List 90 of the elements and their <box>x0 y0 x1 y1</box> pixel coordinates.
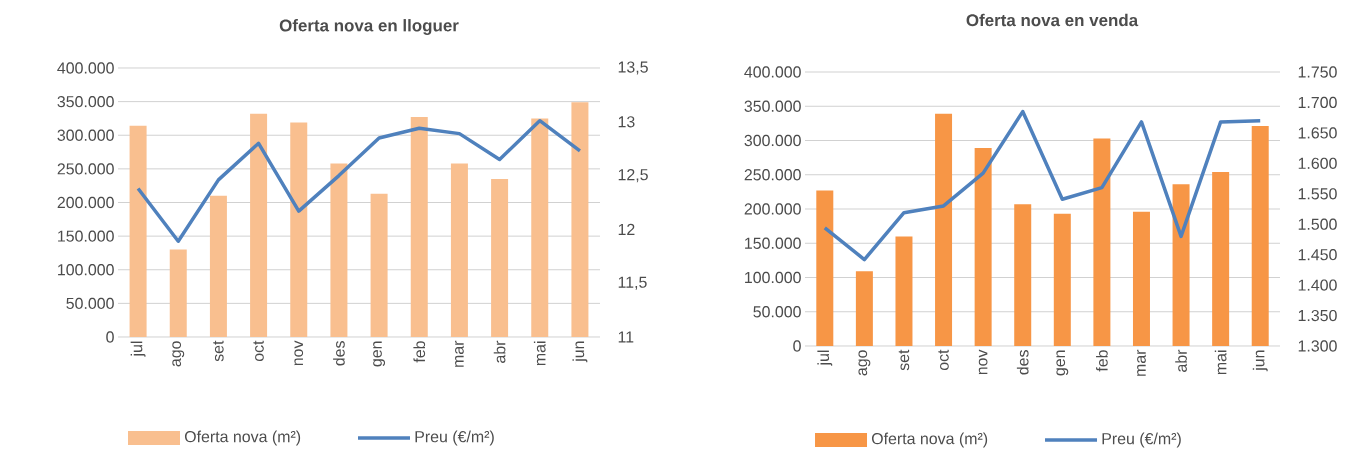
y-tick-label: 50.000 <box>66 297 114 310</box>
bar <box>1053 213 1071 346</box>
bar <box>974 148 992 346</box>
line-series <box>823 109 1262 262</box>
x-tick-label: mai <box>533 341 546 366</box>
y2-tick-label: 12,5 <box>618 169 648 183</box>
y2-tick-label: 1.700 <box>1298 96 1337 109</box>
y2-tick-label: 1.650 <box>1298 127 1337 139</box>
x-tick-label: feb <box>413 341 426 363</box>
y2-tick-label: 1.750 <box>1298 66 1337 78</box>
y2-tick-label: 1.450 <box>1298 249 1337 261</box>
bar <box>895 236 913 346</box>
chart-title: Oferta nova en lloguer <box>279 19 459 35</box>
y-tick-label: 150.000 <box>58 230 114 242</box>
y-tick-label: 350.000 <box>57 95 114 108</box>
y-tick-label: 0 <box>793 340 801 352</box>
y-tick-label: 400.000 <box>744 66 801 78</box>
x-tick-label: ago <box>858 350 871 376</box>
y-tick-label: 200.000 <box>744 203 801 215</box>
y2-tick-label: 1.500 <box>1298 218 1337 230</box>
bar <box>330 163 348 337</box>
bar <box>935 113 953 346</box>
bar <box>450 163 468 337</box>
x-tick-label: mai <box>1214 350 1227 375</box>
bar <box>855 271 873 346</box>
x-tick-label: nov <box>978 349 988 375</box>
y-tick-label: 50.000 <box>753 306 801 318</box>
x-tick-label: oct <box>938 349 949 371</box>
bar <box>1014 204 1032 346</box>
y2-tick-label: 11,5 <box>618 276 647 290</box>
y-tick-label: 300.000 <box>57 129 114 141</box>
bar <box>370 193 388 337</box>
bar <box>410 117 428 337</box>
bar <box>1132 211 1150 346</box>
y-tick-label: 150.000 <box>745 237 801 249</box>
bar <box>1212 172 1230 346</box>
x-tick-label: jun <box>572 341 588 363</box>
y2-tick-label: 1.400 <box>1298 279 1337 291</box>
bar <box>571 102 589 337</box>
y-tick-label: 300.000 <box>744 134 801 147</box>
y-tick-label: 250.000 <box>57 163 114 175</box>
line-series <box>136 118 582 243</box>
bar <box>1172 184 1190 346</box>
x-tick-label: des <box>1016 350 1029 375</box>
bar <box>290 122 308 337</box>
y-tick-label: 0 <box>106 331 114 343</box>
bar <box>250 113 268 337</box>
legend-label: Preu (€/m²) <box>1102 432 1181 448</box>
y2-tick-label: 12 <box>618 223 635 235</box>
bar <box>816 190 834 346</box>
x-tick-label: jun <box>1252 350 1268 372</box>
y2-tick-label: 1.350 <box>1298 309 1337 322</box>
bar <box>531 118 549 337</box>
chart-title: Oferta nova en venda <box>966 13 1139 27</box>
x-tick-label: mar <box>455 340 464 367</box>
x-tick-label: set <box>898 349 910 371</box>
bar <box>129 125 147 337</box>
y2-tick-label: 1.300 <box>1298 340 1337 352</box>
bar <box>169 249 187 337</box>
x-tick-label: oct <box>253 340 264 362</box>
y-tick-label: 100.000 <box>745 271 801 284</box>
legend-label: Preu (€/m²) <box>415 430 494 446</box>
x-tick-label: gen <box>373 341 386 367</box>
x-tick-label: gen <box>1056 350 1069 376</box>
y-tick-label: 100.000 <box>58 264 114 276</box>
y-tick-label: 200.000 <box>57 196 114 209</box>
y-tick-label: 400.000 <box>57 62 114 74</box>
y-tick-label: 250.000 <box>744 169 801 181</box>
y2-tick-label: 11 <box>618 331 634 343</box>
y2-tick-label: 1.550 <box>1298 188 1337 200</box>
x-tick-label: set <box>213 340 224 362</box>
x-tick-label: des <box>333 341 345 366</box>
y2-tick-label: 13 <box>618 116 635 128</box>
bar <box>1093 138 1111 346</box>
x-tick-label: abr <box>1175 349 1187 372</box>
x-tick-label: mar <box>1137 349 1146 376</box>
legend-label: Oferta nova (m²) <box>184 430 301 446</box>
legend-label: Oferta nova (m²) <box>871 432 988 448</box>
x-tick-label: abr <box>493 340 506 363</box>
x-tick-label: jul <box>130 341 146 357</box>
x-tick-label: jul <box>817 350 833 366</box>
bar <box>1251 126 1269 346</box>
x-tick-label: nov <box>294 340 304 366</box>
x-tick-label: ago <box>172 341 185 367</box>
bar <box>209 195 227 337</box>
y-tick-label: 350.000 <box>744 100 801 112</box>
y2-tick-label: 1.600 <box>1298 157 1337 169</box>
y2-tick-label: 13,5 <box>618 61 648 75</box>
bar <box>491 178 509 337</box>
x-tick-label: feb <box>1096 350 1108 372</box>
